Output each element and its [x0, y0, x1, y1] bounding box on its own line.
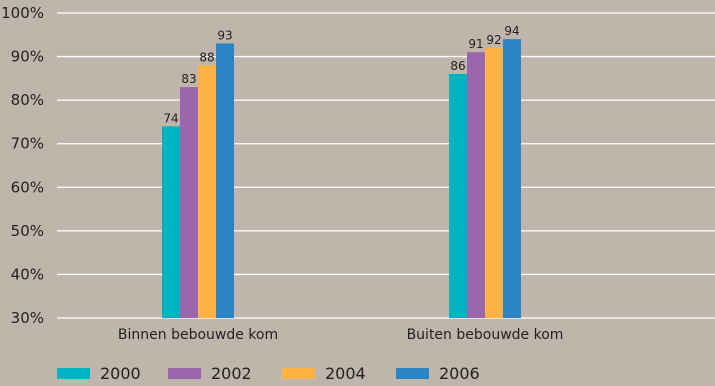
data-label-2002-2: 91	[468, 37, 483, 51]
data-label-2002-1: 83	[181, 72, 196, 86]
y-tick-label: 30%	[11, 309, 44, 327]
category-label: Binnen bebouwde kom	[118, 327, 278, 343]
bar-2004-1	[198, 65, 216, 318]
legend-label-2000: 2000	[100, 364, 141, 383]
legend-swatch-2002	[168, 368, 201, 379]
x-axis-category-labels: Binnen bebouwde kom Buiten bebouwde kom	[118, 327, 564, 343]
y-tick-label: 80%	[11, 91, 44, 109]
y-tick-label: 60%	[11, 178, 44, 196]
bars	[162, 39, 521, 318]
y-axis-tick-labels: 30% 40% 50% 60% 70% 80% 90% 100%	[1, 4, 44, 327]
legend-label-2002: 2002	[211, 364, 252, 383]
category-label: Buiten bebouwde kom	[407, 327, 564, 343]
bar-2002-2	[467, 52, 485, 318]
data-label-2006-2: 94	[504, 24, 519, 38]
bar-2002-1	[180, 87, 198, 318]
y-tick-label: 40%	[11, 265, 44, 283]
data-label-2006-1: 93	[217, 29, 232, 43]
bar-2006-1	[216, 44, 234, 319]
legend: 2000 2002 2004 2006	[57, 364, 480, 383]
legend-label-2004: 2004	[325, 364, 366, 383]
y-tick-label: 90%	[11, 48, 44, 66]
bar-2000-1	[162, 126, 180, 318]
bar-2004-2	[485, 48, 503, 318]
legend-swatch-2004	[282, 368, 315, 379]
y-tick-label: 100%	[1, 4, 44, 22]
bar-2006-2	[503, 39, 521, 318]
data-label-2000-1: 74	[163, 111, 178, 125]
gridlines	[57, 13, 715, 318]
y-tick-label: 50%	[11, 222, 44, 240]
legend-label-2006: 2006	[439, 364, 480, 383]
bar-2000-2	[449, 74, 467, 318]
y-tick-label: 70%	[11, 135, 44, 153]
data-label-2004-1: 88	[199, 50, 214, 64]
legend-swatch-2000	[57, 368, 90, 379]
data-label-2004-2: 92	[486, 33, 501, 47]
legend-swatch-2006	[396, 368, 429, 379]
data-label-2000-2: 86	[450, 59, 465, 73]
